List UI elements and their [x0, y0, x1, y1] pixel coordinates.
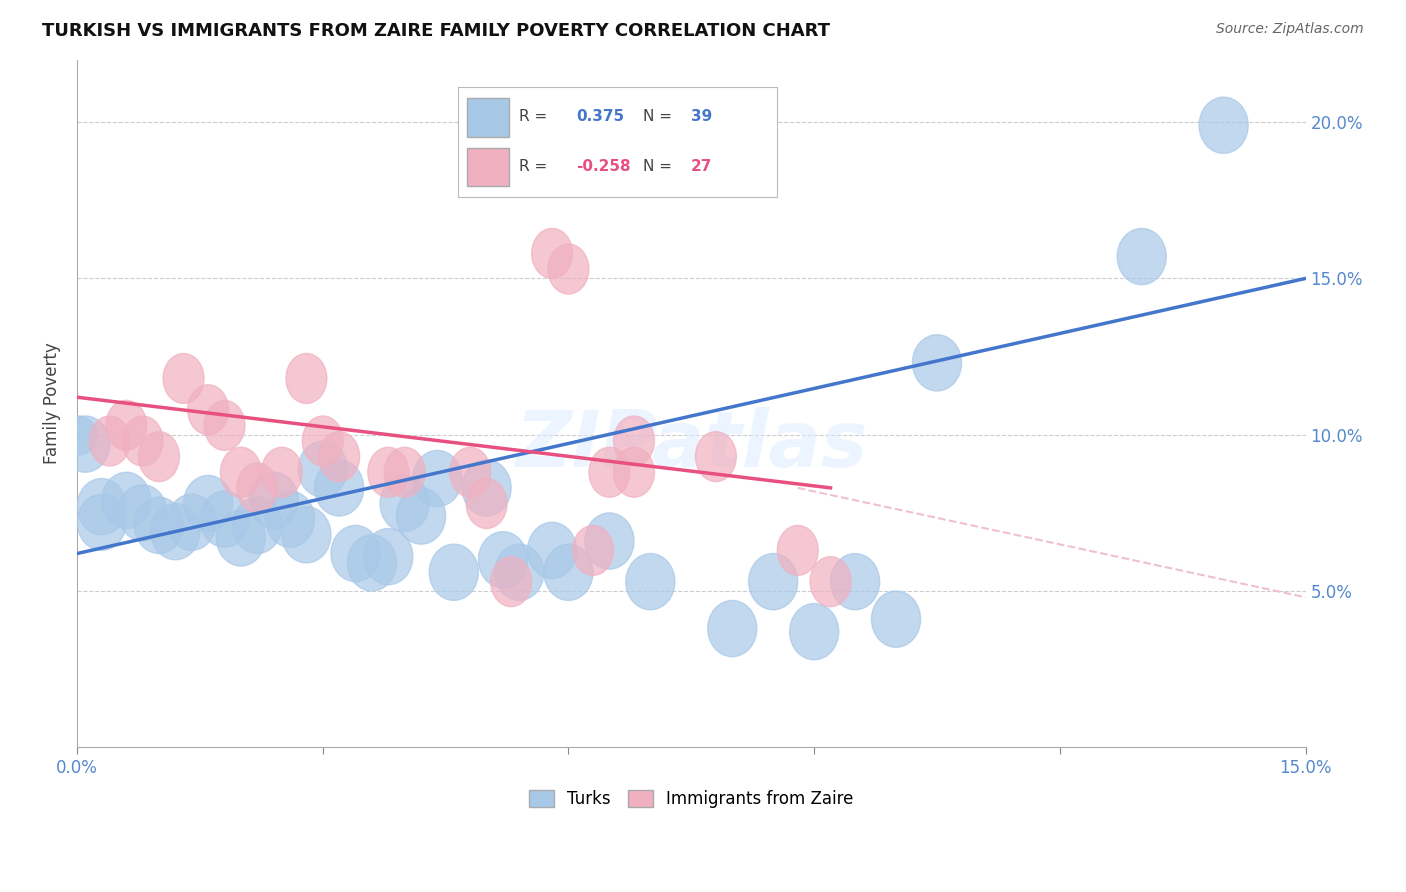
- Ellipse shape: [413, 450, 463, 507]
- Ellipse shape: [232, 497, 281, 554]
- Text: TURKISH VS IMMIGRANTS FROM ZAIRE FAMILY POVERTY CORRELATION CHART: TURKISH VS IMMIGRANTS FROM ZAIRE FAMILY …: [42, 22, 830, 40]
- Ellipse shape: [200, 491, 249, 548]
- Ellipse shape: [347, 535, 396, 591]
- Ellipse shape: [463, 459, 512, 516]
- Ellipse shape: [249, 472, 298, 529]
- Ellipse shape: [167, 494, 217, 550]
- Ellipse shape: [262, 447, 302, 497]
- Ellipse shape: [150, 503, 200, 560]
- Ellipse shape: [77, 494, 127, 550]
- Ellipse shape: [572, 525, 613, 575]
- Ellipse shape: [467, 478, 508, 529]
- Ellipse shape: [315, 459, 364, 516]
- Ellipse shape: [330, 525, 380, 582]
- Ellipse shape: [696, 432, 737, 482]
- Ellipse shape: [236, 463, 278, 513]
- Ellipse shape: [527, 522, 576, 579]
- Ellipse shape: [707, 600, 756, 657]
- Ellipse shape: [491, 557, 531, 607]
- Point: [66, 427, 89, 442]
- Ellipse shape: [217, 509, 266, 566]
- Legend: Turks, Immigrants from Zaire: Turks, Immigrants from Zaire: [523, 783, 860, 814]
- Ellipse shape: [77, 478, 127, 535]
- Ellipse shape: [139, 432, 180, 482]
- Ellipse shape: [281, 507, 330, 563]
- Ellipse shape: [778, 525, 818, 575]
- Ellipse shape: [548, 244, 589, 294]
- Ellipse shape: [135, 497, 184, 554]
- Ellipse shape: [585, 513, 634, 569]
- Ellipse shape: [396, 488, 446, 544]
- Ellipse shape: [1118, 228, 1167, 285]
- Ellipse shape: [285, 353, 326, 403]
- Ellipse shape: [912, 334, 962, 391]
- Ellipse shape: [384, 447, 425, 497]
- Ellipse shape: [810, 557, 851, 607]
- Ellipse shape: [101, 472, 150, 529]
- Ellipse shape: [105, 401, 146, 450]
- Ellipse shape: [589, 447, 630, 497]
- Ellipse shape: [1199, 97, 1249, 153]
- Text: ZIPatlas: ZIPatlas: [515, 407, 868, 483]
- Ellipse shape: [187, 384, 229, 434]
- Ellipse shape: [429, 544, 478, 600]
- Ellipse shape: [60, 416, 110, 472]
- Ellipse shape: [450, 447, 491, 497]
- Ellipse shape: [368, 447, 409, 497]
- Ellipse shape: [298, 441, 347, 497]
- Ellipse shape: [613, 416, 654, 466]
- Ellipse shape: [319, 432, 360, 482]
- Ellipse shape: [748, 554, 797, 610]
- Ellipse shape: [613, 447, 654, 497]
- Ellipse shape: [221, 447, 262, 497]
- Text: Source: ZipAtlas.com: Source: ZipAtlas.com: [1216, 22, 1364, 37]
- Ellipse shape: [872, 591, 921, 648]
- Ellipse shape: [163, 353, 204, 403]
- Ellipse shape: [302, 416, 343, 466]
- Ellipse shape: [531, 228, 572, 278]
- Ellipse shape: [478, 532, 527, 588]
- Ellipse shape: [204, 401, 245, 450]
- Ellipse shape: [544, 544, 593, 600]
- Ellipse shape: [831, 554, 880, 610]
- Ellipse shape: [790, 604, 839, 660]
- Ellipse shape: [364, 529, 413, 585]
- Ellipse shape: [266, 491, 315, 548]
- Ellipse shape: [626, 554, 675, 610]
- Ellipse shape: [184, 475, 232, 532]
- Ellipse shape: [90, 416, 131, 466]
- Y-axis label: Family Poverty: Family Poverty: [44, 343, 60, 465]
- Ellipse shape: [118, 484, 167, 541]
- Ellipse shape: [380, 475, 429, 532]
- Ellipse shape: [122, 416, 163, 466]
- Ellipse shape: [495, 544, 544, 600]
